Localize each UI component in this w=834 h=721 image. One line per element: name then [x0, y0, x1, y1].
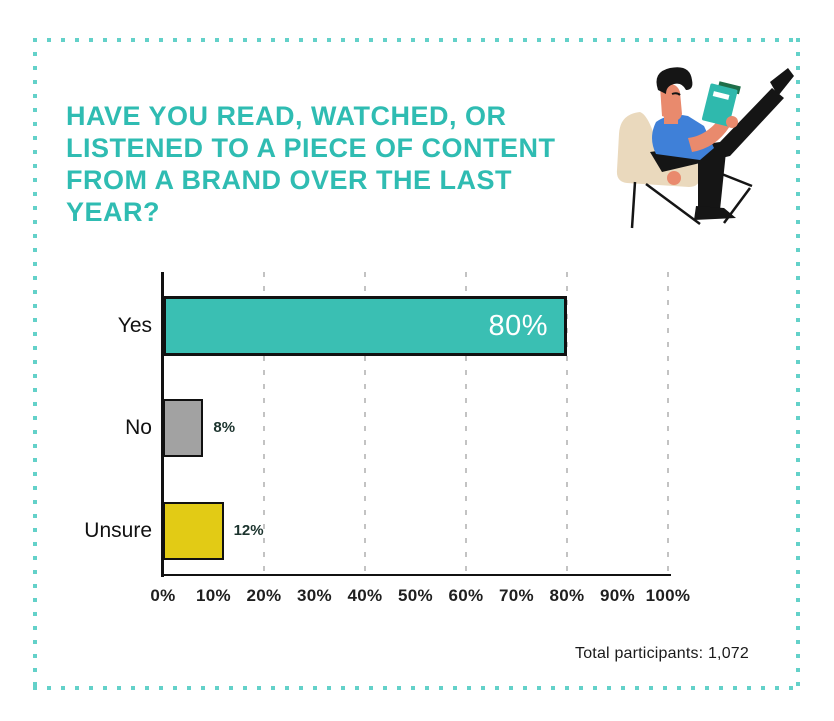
- dotted-border-top: [33, 38, 800, 42]
- dotted-border-left: [33, 38, 37, 690]
- category-label-unsure: Unsure: [84, 519, 152, 542]
- dotted-border-right: [796, 38, 800, 690]
- x-tick-100%: 100%: [645, 586, 691, 605]
- gridline-80: [566, 272, 568, 574]
- x-tick-70%: 70%: [499, 586, 534, 605]
- dotted-border-bottom: [33, 686, 800, 690]
- title-line: Have you read, watched, or: [66, 101, 507, 131]
- gridline-40: [364, 272, 366, 574]
- x-tick-90%: 90%: [600, 586, 635, 605]
- value-label-yes: 80%: [488, 309, 548, 342]
- x-tick-50%: 50%: [398, 586, 433, 605]
- person-reading-svg: [616, 67, 794, 229]
- gridline-20: [263, 272, 265, 574]
- bar-no: [163, 399, 204, 457]
- bar-unsure: [163, 502, 224, 560]
- title-line: listened to a piece of content: [66, 133, 556, 163]
- title-line: year?: [66, 197, 161, 227]
- gridline-100: [667, 272, 669, 574]
- bar-yes: 80%: [163, 296, 567, 356]
- x-tick-80%: 80%: [549, 586, 585, 605]
- total-participants: Total participants: 1,072: [575, 645, 749, 662]
- category-label-no: No: [125, 416, 152, 439]
- x-tick-10%: 10%: [196, 586, 231, 605]
- value-label-unsure: 12%: [233, 522, 264, 539]
- value-label-no: 8%: [213, 419, 236, 436]
- x-tick-0%: 0%: [150, 586, 176, 605]
- x-axis-line: [161, 574, 671, 576]
- gridline-60: [465, 272, 467, 574]
- x-tick-20%: 20%: [246, 586, 282, 605]
- title-line: from a brand over the last: [66, 165, 512, 195]
- category-label-yes: Yes: [117, 314, 152, 337]
- person-reading-illustration: [602, 60, 802, 238]
- page-title: Have you read, watched, or listened to a …: [66, 100, 626, 228]
- x-tick-40%: 40%: [347, 586, 383, 605]
- x-tick-30%: 30%: [297, 586, 332, 605]
- y-axis-line: [161, 272, 164, 577]
- x-tick-60%: 60%: [448, 586, 484, 605]
